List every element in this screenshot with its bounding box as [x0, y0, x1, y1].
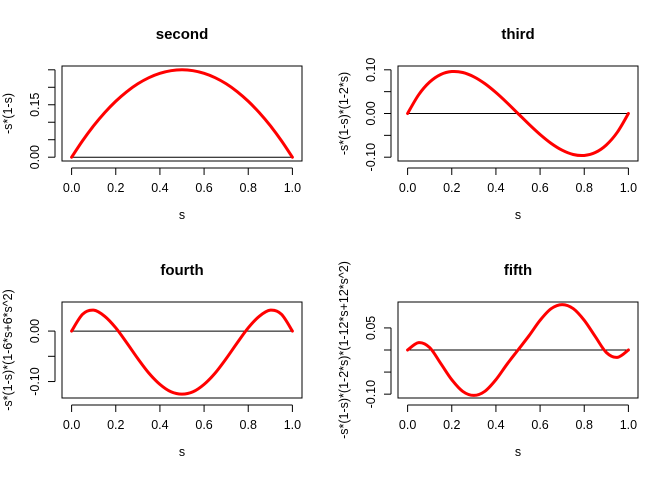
x-tick-label: 0.0 [63, 181, 80, 195]
x-tick-label: 0.2 [107, 181, 124, 195]
y-axis-label: -s*(1-s) [1, 93, 15, 134]
x-tick-label: 1.0 [620, 181, 637, 195]
x-axis-label: s [515, 445, 521, 459]
plot-frame [61, 301, 303, 399]
chart-title: third [501, 26, 534, 43]
chart-title: fourth [160, 262, 203, 279]
x-tick-label: 0.6 [195, 418, 212, 432]
x-tick-label: 0.2 [443, 418, 460, 432]
x-axis-label: s [179, 445, 185, 459]
panel-third: third 0.0 0.2 0.4 0.6 0.8 1.0 -0.10 0.00 0.10 s -s*… [337, 26, 639, 222]
x-tick-label: 1.0 [284, 418, 301, 432]
y-tick-label: 0.05 [364, 316, 378, 340]
y-axis-label: -s*(1-s)*(1-6*s+6*s^2) [1, 289, 15, 411]
x-tick-label: 1.0 [284, 181, 301, 195]
x-tick-label: 0.4 [487, 418, 504, 432]
chart-title: second [156, 26, 209, 43]
plot-frame [61, 65, 303, 162]
series-line [406, 303, 630, 397]
y-tick-label: 0.15 [28, 93, 42, 117]
series-line [406, 69, 630, 158]
chart-title: fifth [504, 262, 532, 279]
y-tick-label: -0.10 [364, 143, 378, 172]
y-axis-label: -s*(1-s)*(1-2*s) [337, 72, 351, 155]
x-tick-label: 0.6 [531, 418, 548, 432]
y-tick-label: 0.10 [364, 58, 378, 82]
y-tick-label: 0.00 [28, 145, 42, 169]
plot-frame [397, 301, 639, 399]
x-tick-label: 0.0 [399, 418, 416, 432]
x-tick-label: 0.0 [399, 181, 416, 195]
y-tick-label: -0.10 [28, 367, 42, 396]
x-tick-label: 1.0 [620, 418, 637, 432]
x-tick-label: 0.8 [240, 181, 257, 195]
y-tick-label: 0.00 [28, 319, 42, 343]
x-tick-label: 0.2 [107, 418, 124, 432]
x-tick-label: 0.8 [576, 181, 593, 195]
series-line [70, 68, 294, 159]
plot-frame [397, 65, 639, 162]
x-axis-label: s [179, 208, 185, 222]
panel-fourth: fourth 0.0 0.2 0.4 0.6 0.8 1.0 -0.10 0.00 s -s*(1-… [1, 262, 303, 459]
x-tick-label: 0.8 [576, 418, 593, 432]
y-tick-label: 0.00 [364, 101, 378, 125]
panel-second: second 0.0 0.2 0.4 0.6 0.8 1.0 0.00 0.15 s -s*(1-s… [1, 26, 303, 222]
x-tick-label: 0.4 [487, 181, 504, 195]
x-axis-label: s [515, 208, 521, 222]
x-tick-label: 0.4 [151, 418, 168, 432]
x-tick-label: 0.8 [240, 418, 257, 432]
x-tick-label: 0.6 [195, 181, 212, 195]
x-tick-label: 0.4 [151, 181, 168, 195]
y-tick-label: -0.10 [364, 380, 378, 409]
series-line [70, 308, 294, 396]
y-axis-label: -s*(1-s)*(1-2*s)*(1-12*s+12*s^2) [337, 261, 351, 439]
x-tick-label: 0.0 [63, 418, 80, 432]
panel-fifth: fifth 0.0 0.2 0.4 0.6 0.8 1.0 -0.10 0.05 s -s*(1-s… [337, 261, 639, 459]
x-tick-label: 0.2 [443, 181, 460, 195]
x-tick-label: 0.6 [531, 181, 548, 195]
